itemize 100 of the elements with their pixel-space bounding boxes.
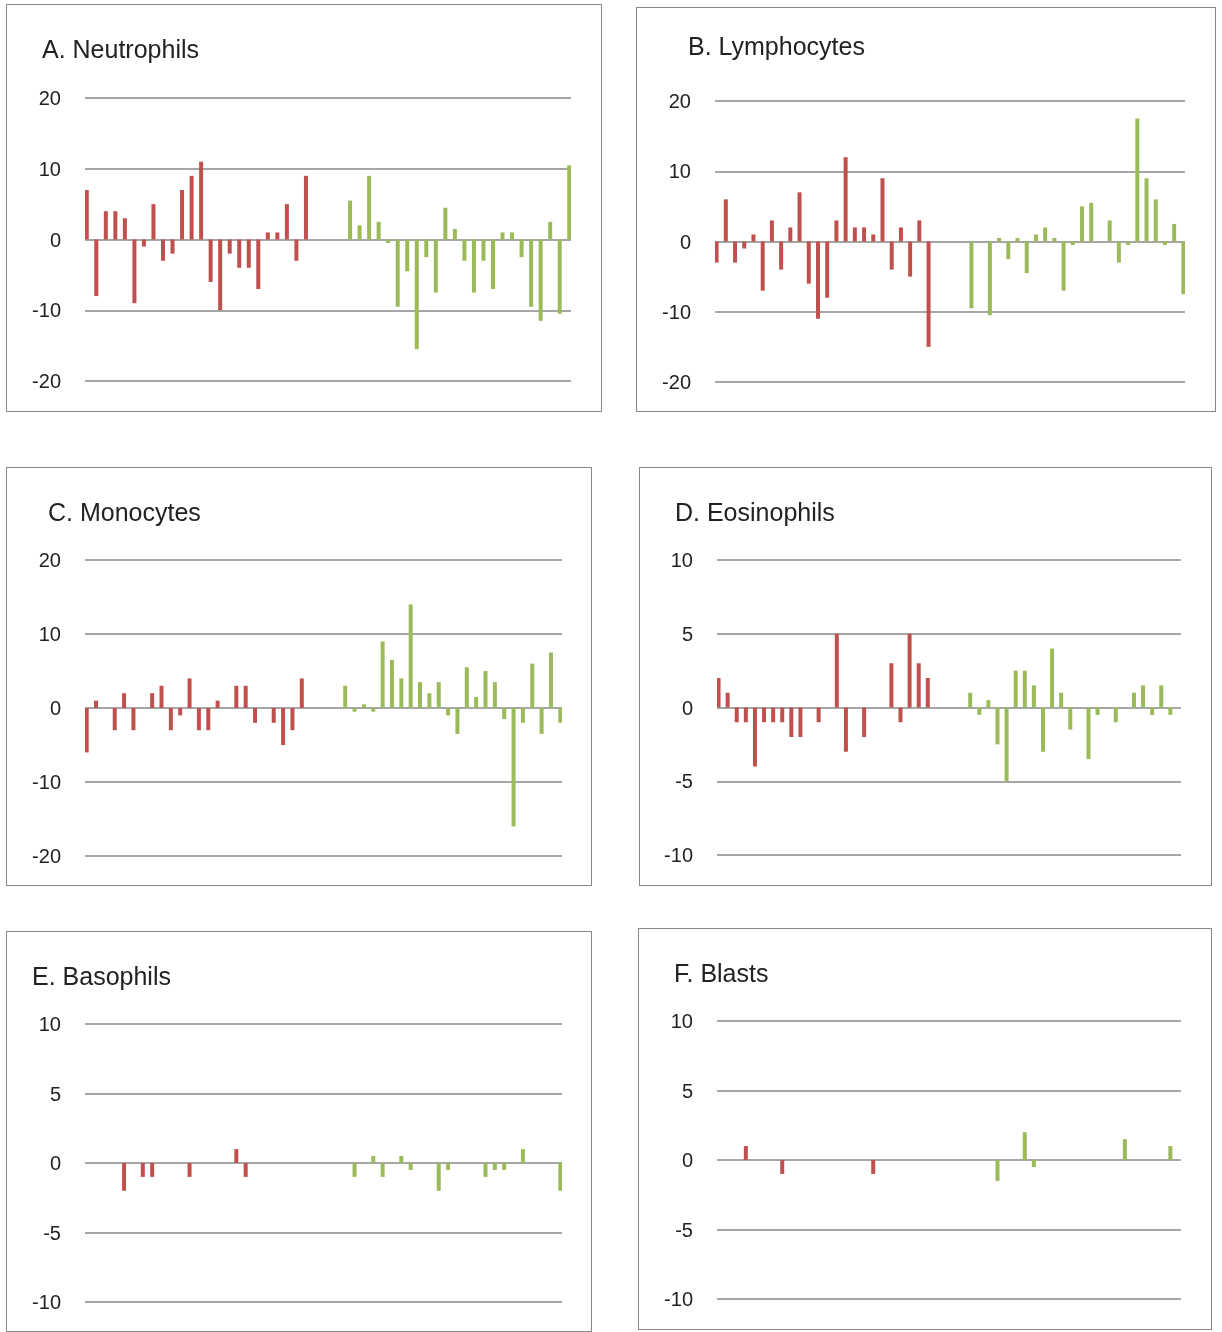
bar [352,708,357,712]
bar [376,221,381,240]
bar [275,232,280,240]
y-tick-label: -20 [662,371,691,393]
bar [348,200,353,240]
y-tick-label: -20 [32,370,61,392]
bar [85,189,89,240]
bar [178,708,183,716]
chart-title: D. Eosinophils [675,497,835,526]
bar [1113,707,1118,723]
bar [917,220,922,242]
bar [852,227,857,242]
bar [502,1163,507,1170]
bar [367,175,372,240]
y-tick-label: 10 [670,549,693,571]
bar [771,707,776,723]
y-tick-label: -10 [664,1288,693,1310]
bar [436,682,441,708]
bar [113,211,118,240]
bar [433,239,438,293]
y-tick-label: 5 [681,622,693,645]
bar [150,693,155,708]
y-tick-label: -10 [662,300,691,323]
bar [408,1163,413,1170]
bar [290,708,295,731]
bar [187,1163,192,1177]
bar [788,227,793,242]
bar [1022,670,1027,708]
bar [987,241,992,316]
bar [405,239,410,272]
bar [408,604,413,708]
bar [471,239,476,293]
bar [1033,234,1038,242]
y-tick-label: 20 [668,90,691,112]
bar [1031,685,1036,708]
bar [995,1160,1000,1181]
bar [769,220,774,242]
y-tick-label: 0 [681,1149,693,1171]
y-tick-label: -10 [32,1291,61,1313]
bar [1022,1132,1027,1160]
bar [371,1156,376,1163]
bar [389,659,394,708]
bar [1043,227,1048,242]
bar [357,225,362,240]
y-tick-label: 0 [49,228,61,251]
bar [256,239,261,290]
bar [995,707,1000,745]
bar [752,707,757,767]
bar [1150,707,1155,715]
bar [558,1163,562,1191]
bar [1006,241,1011,260]
bar [925,678,930,708]
bar [1116,241,1121,263]
y-tick-label: 5 [49,1082,61,1105]
bar [843,157,848,242]
bar [1068,707,1073,730]
bar [294,239,299,261]
bar [548,652,553,708]
y-tick-label: 0 [49,697,61,719]
bar [1061,241,1066,291]
bar [150,1163,155,1177]
bar [1122,1139,1127,1160]
y-tick-label: -5 [675,770,693,793]
bar [380,641,385,708]
bar [843,707,848,752]
bar [1135,118,1140,242]
bar [1181,241,1185,295]
bar [234,1149,239,1163]
y-tick-label: 10 [38,623,61,645]
bar [725,692,730,708]
bar [199,161,204,240]
bar [862,707,867,737]
bar [762,707,767,723]
bar [246,239,251,268]
bar [519,239,524,258]
bar [1013,670,1018,708]
bar [361,704,366,708]
bar [1168,1146,1173,1160]
bar [103,211,108,240]
bar [299,678,304,708]
bar [1107,220,1112,242]
bar [161,239,165,261]
bar [567,165,571,240]
bar [424,239,429,258]
bar [926,241,931,347]
bar [1086,707,1091,760]
bar [122,693,127,708]
bar [908,241,913,277]
bar [862,227,867,242]
bar [798,707,803,737]
bar [446,708,451,716]
bar [141,239,146,247]
bar [352,1163,357,1177]
bar [243,685,248,708]
bar [112,708,117,731]
chart-title: F. Blasts [674,958,769,987]
bar [723,199,728,242]
y-tick-label: 10 [670,1010,693,1032]
bar [502,708,507,720]
bar [1144,178,1149,242]
